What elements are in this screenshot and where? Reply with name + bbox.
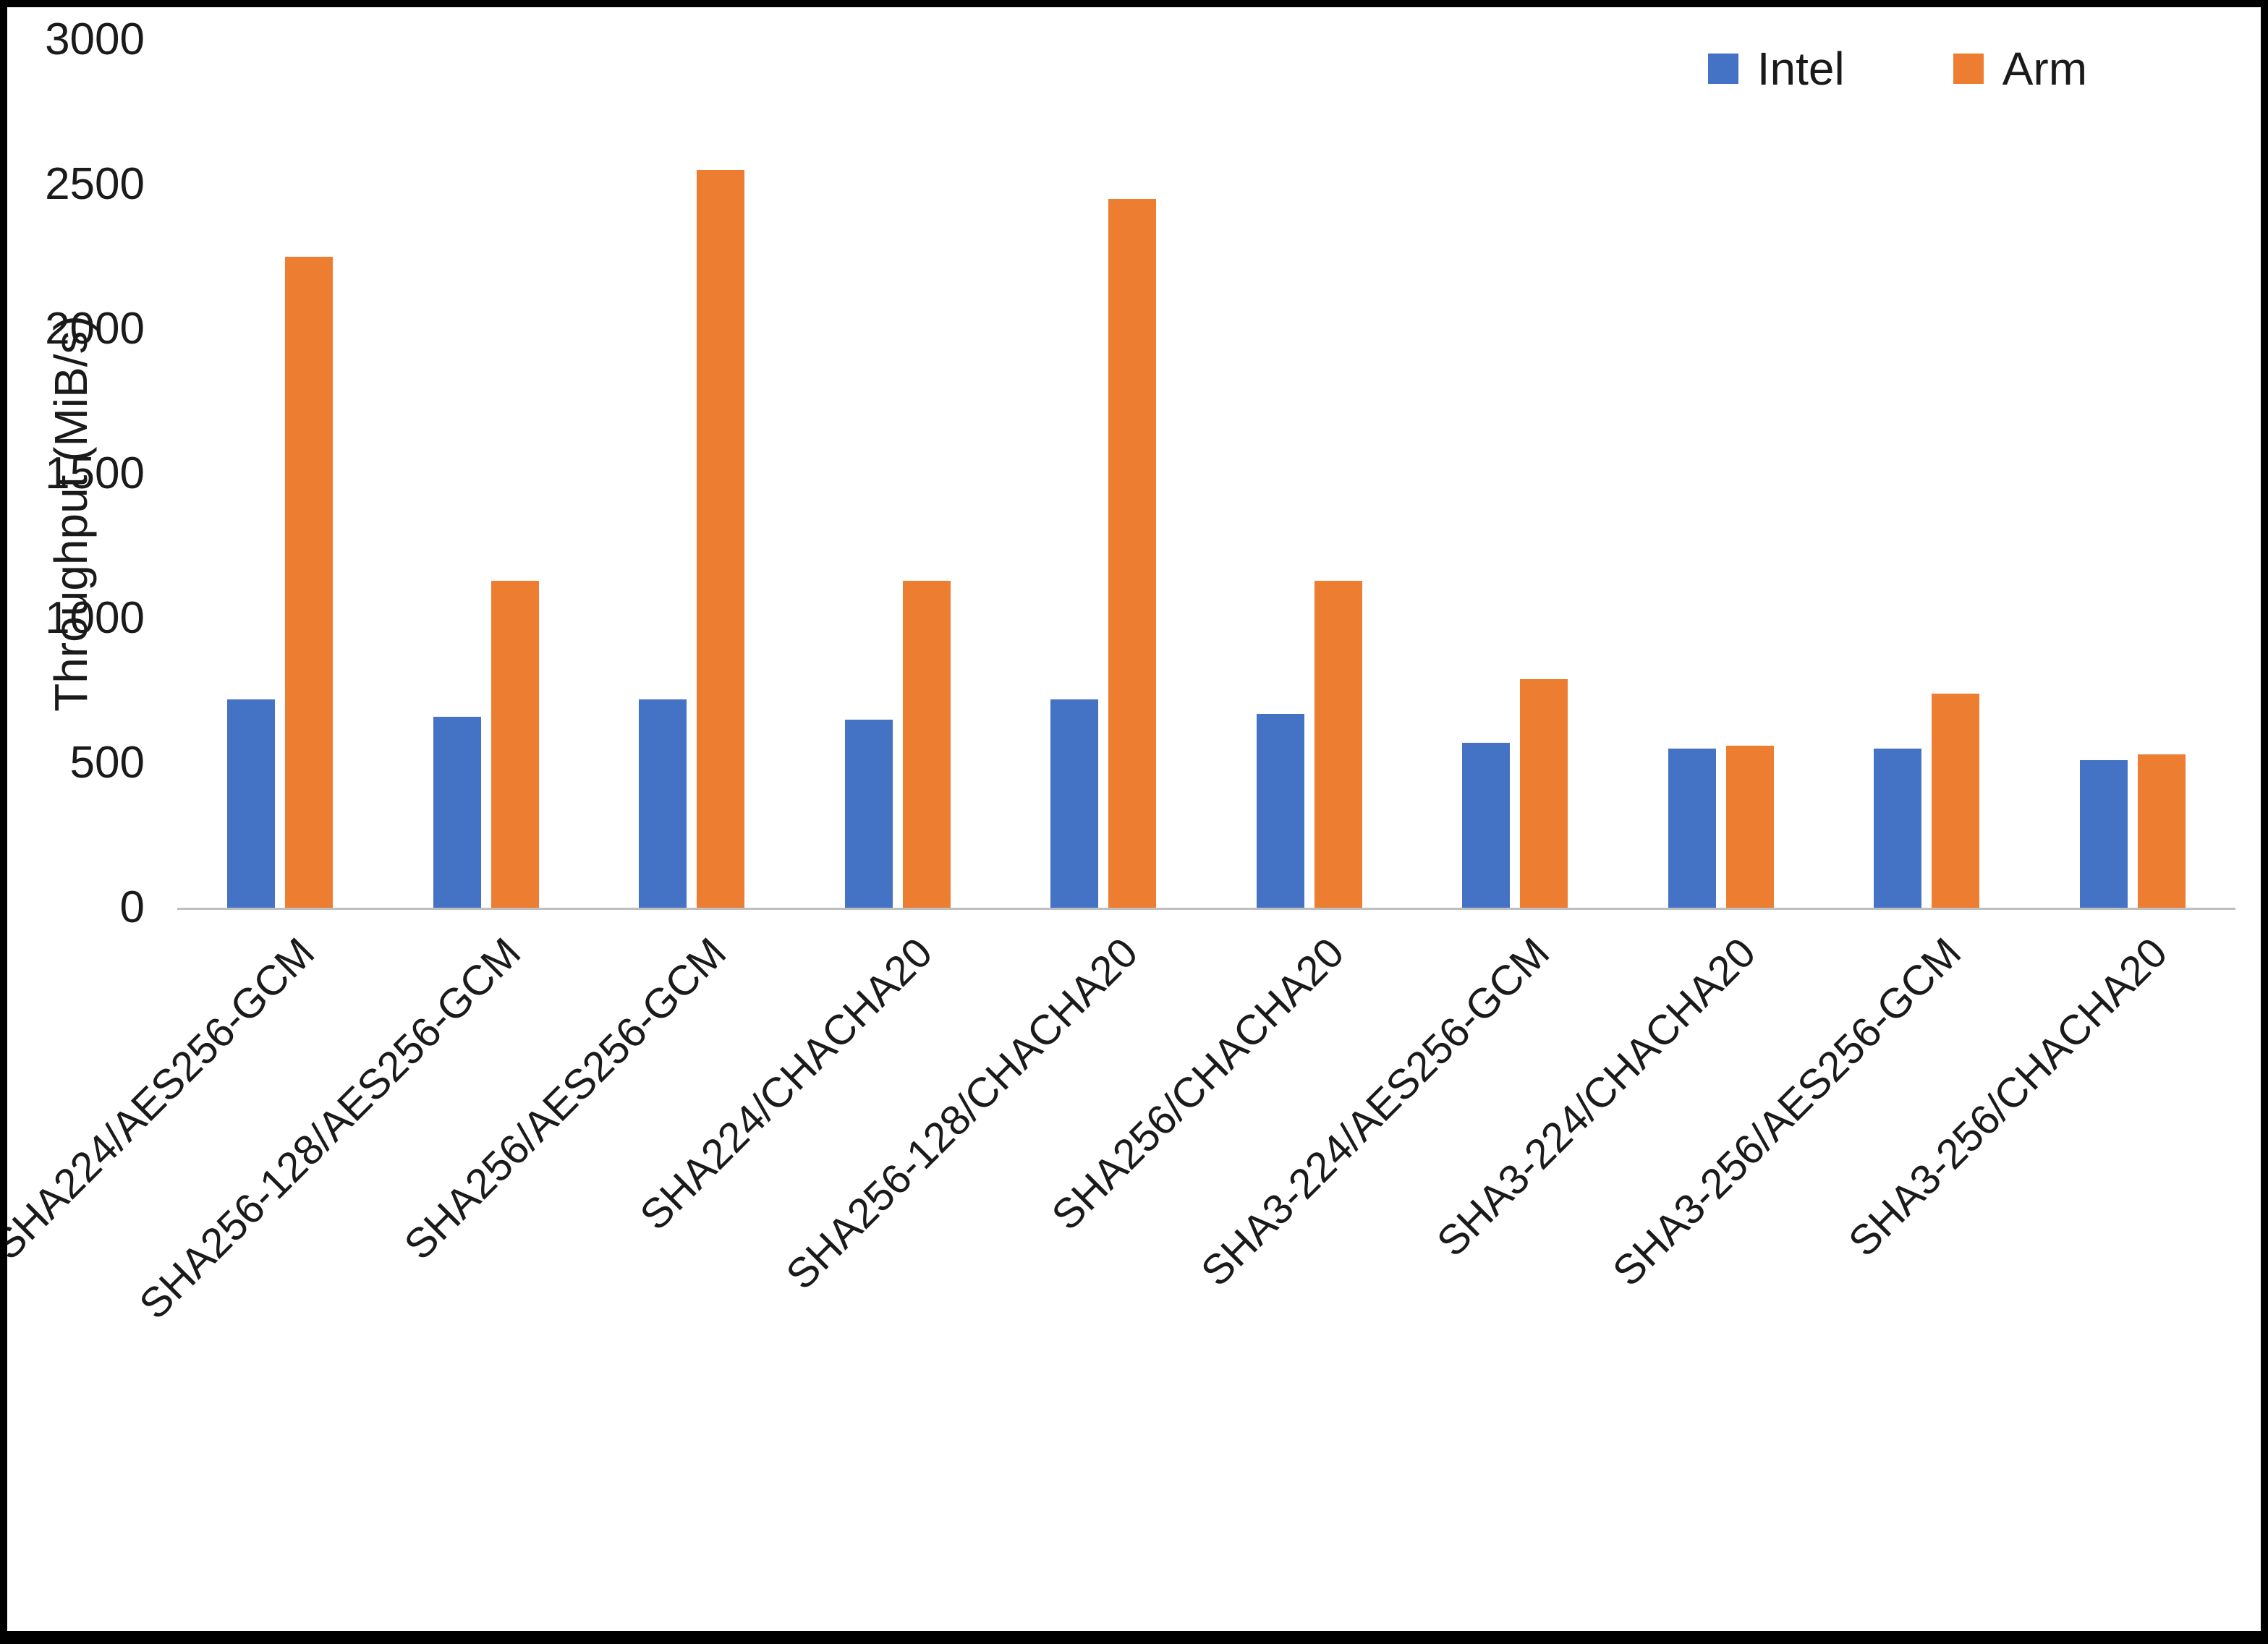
y-tick-label: 2000	[45, 304, 145, 354]
y-axis-title: Throughput (MiB/s)	[45, 315, 97, 712]
bar-intel-6	[1462, 743, 1511, 908]
bar-intel-5	[1256, 714, 1304, 908]
bar-arm-9	[2137, 754, 2186, 908]
bar-intel-1	[433, 717, 481, 908]
y-tick-label: 1500	[45, 448, 145, 498]
legend-swatch-intel	[1707, 54, 1738, 84]
bar-arm-3	[902, 581, 951, 908]
bar-intel-8	[1874, 749, 1922, 908]
x-category-label: SHA3-256/CHACHA20	[1839, 929, 2177, 1266]
legend-label-arm: Arm	[2002, 43, 2087, 95]
y-tick-label: 1000	[45, 593, 145, 643]
bar-arm-8	[1932, 694, 1980, 908]
bar-arm-4	[1108, 199, 1157, 908]
bar-intel-3	[844, 720, 893, 908]
bar-intel-7	[1668, 749, 1716, 908]
bar-intel-0	[227, 699, 276, 908]
bar-intel-2	[639, 699, 687, 908]
bar-arm-2	[697, 170, 745, 908]
bar-arm-5	[1314, 581, 1362, 908]
y-tick-label: 2500	[45, 159, 145, 209]
x-axis-line	[177, 908, 2235, 910]
bar-intel-9	[2079, 760, 2128, 908]
bar-arm-1	[490, 581, 539, 908]
bar-arm-6	[1520, 679, 1568, 908]
bar-chart: Throughput (MiB/s) Intel Arm 0 500 1000 150…	[7, 7, 2261, 1631]
bar-arm-0	[285, 257, 334, 908]
x-category-label: SHA256/AES256-GCM	[395, 929, 736, 1269]
legend: Intel Arm	[1707, 42, 2087, 95]
bar-intel-4	[1050, 699, 1099, 908]
legend-swatch-arm	[1953, 54, 1984, 84]
legend-item-arm: Arm	[1953, 42, 2087, 95]
bar-arm-7	[1725, 746, 1774, 908]
x-category-label: SHA256-128/AES256-GCM	[129, 929, 530, 1329]
y-tick-label: 3000	[45, 14, 145, 64]
y-tick-label: 500	[69, 738, 145, 788]
legend-item-intel: Intel	[1707, 42, 1845, 95]
y-tick-label: 0	[119, 882, 145, 932]
legend-label-intel: Intel	[1757, 43, 1845, 95]
